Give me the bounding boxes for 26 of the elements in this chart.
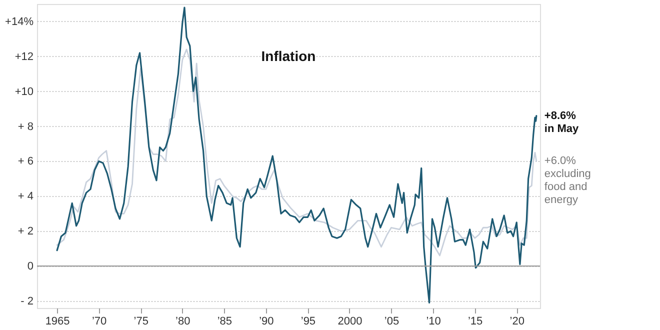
text: Inflation [261,48,316,64]
y-tick-label: +10 [14,86,34,98]
y-tick-label: +14% [5,16,34,28]
line-series [56,48,538,256]
x-tick-label: ’70 [92,316,107,328]
y-tick-label: - 2 [20,296,34,308]
x-tick-label: ’85 [217,316,232,328]
y-tick-label: +12 [14,50,34,63]
x-tick-label: ’90 [259,316,274,328]
x-tick-label: ’15 [468,316,483,328]
y-tick-label: + 2 [18,226,34,238]
x-tick-label: ’20 [510,316,524,328]
x-tick-label: ’80 [176,316,190,328]
line-series [56,6,538,304]
x-tick-label: ’75 [134,316,148,328]
x-tick-label: 2000 [338,316,362,328]
annotation: +6.0% excluding food and energy [544,155,591,206]
y-tick-label: + 4 [18,190,34,203]
x-tick-label: ’05 [384,316,400,328]
x-tick-label: ’10 [426,316,441,328]
annotation: +8.6% in May [544,110,580,135]
y-tick-label: 0 [27,260,34,273]
y-tick-label: + 8 [18,120,34,133]
x-tick-label: ’95 [300,316,316,328]
y-tick-label: + 6 [18,156,34,168]
x-tick-label: 1965 [45,316,70,328]
